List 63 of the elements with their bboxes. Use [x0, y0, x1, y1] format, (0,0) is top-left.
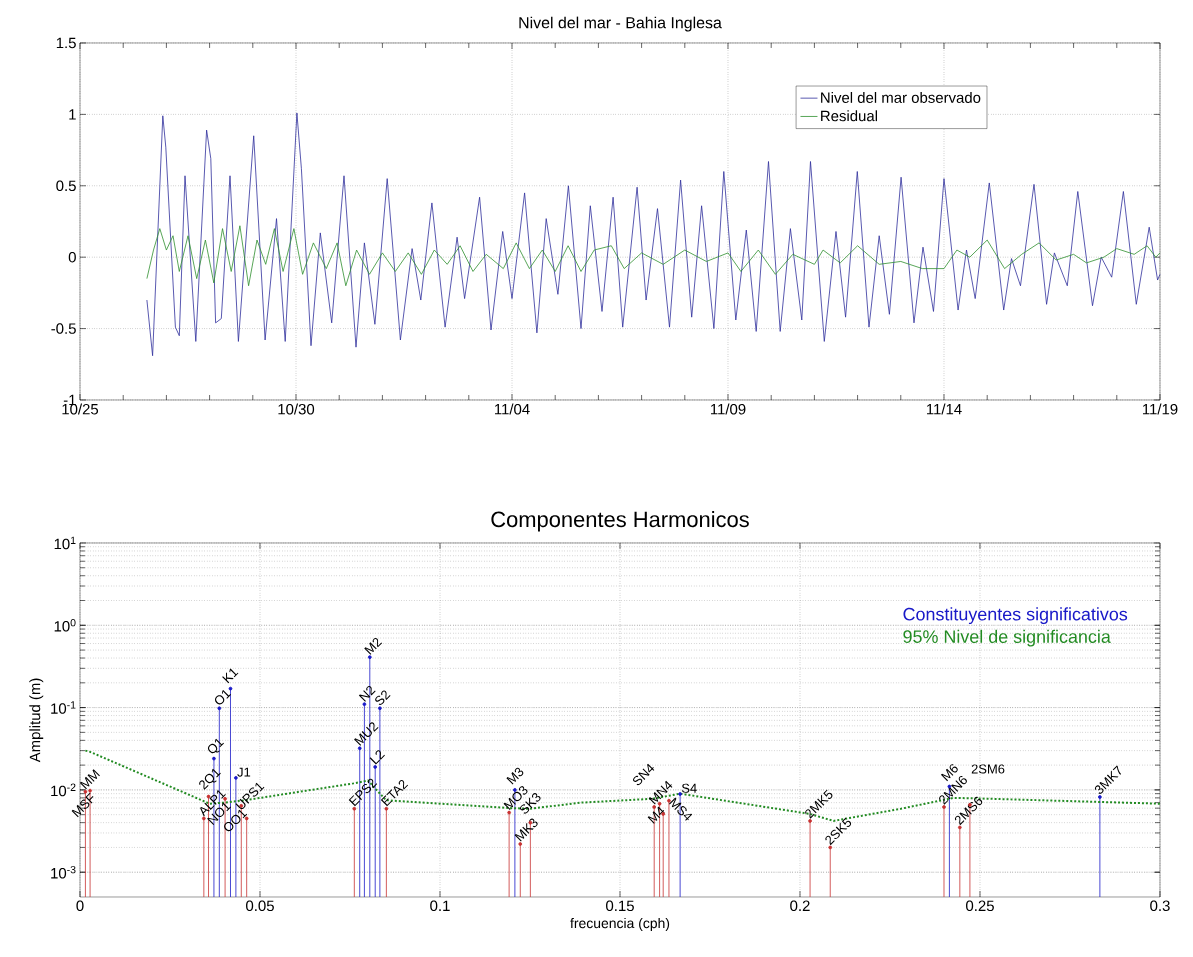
y-tick-label: 10$^{-1}$ — [51, 701, 76, 714]
annotation: MM — [79, 769, 100, 790]
x-tick-label: 0.15 — [606, 900, 634, 912]
point — [373, 765, 378, 769]
y-tick-label: 0.5 — [56, 180, 76, 192]
point — [357, 746, 362, 751]
point — [217, 706, 222, 711]
x-tick-label: 10/25 — [62, 403, 99, 415]
point — [828, 845, 833, 850]
x-tick-label: 0.2 — [790, 900, 810, 912]
x-tick-label: 11/19 — [1142, 403, 1178, 415]
x-tick-label: 0.1 — [430, 900, 450, 912]
annotation: Q1 — [207, 738, 224, 754]
x-tick-label: 0.25 — [966, 900, 994, 912]
y-tick-label: 1.5 — [56, 37, 76, 49]
point — [678, 792, 683, 796]
point — [808, 819, 812, 823]
x-axis-title: frecuencia (cph) — [570, 917, 670, 931]
annotation: M4 — [647, 806, 665, 824]
x-tick-label: 0.3 — [1150, 900, 1170, 912]
point — [518, 842, 523, 846]
legend-label: Nivel del mar observado — [821, 92, 981, 103]
annotation: S2 — [375, 690, 391, 706]
point — [1097, 795, 1102, 799]
y-tick-label: 10$^{-3}$ — [51, 865, 76, 879]
point — [233, 775, 238, 780]
point — [367, 655, 372, 660]
point — [507, 810, 512, 815]
y-tick-label: 10$^{1}$ — [54, 536, 76, 550]
point — [384, 806, 389, 811]
y-tick-label: 10$^{0}$ — [54, 618, 76, 632]
annotation: O1 — [214, 690, 232, 705]
point — [377, 706, 382, 711]
legend-label: Residual — [821, 110, 877, 122]
annotation: J1 — [237, 767, 251, 777]
point — [957, 825, 962, 830]
text: 95% Nivel de significancia — [903, 629, 1111, 647]
x-tick-label: 10/30 — [278, 403, 315, 415]
x-tick-label: 11/04 — [495, 403, 530, 415]
y-tick-label: 10$^{-2}$ — [51, 783, 76, 797]
y-tick-label: 0 — [68, 251, 76, 263]
chart-title: Componentes Harmonicos — [491, 511, 749, 532]
annotation: 2SM6 — [971, 764, 1005, 774]
x-tick-label: 11/14 — [926, 403, 962, 415]
point — [942, 805, 946, 809]
chart-title: Nivel del mar - Bahia Inglesa — [519, 16, 722, 32]
text: Constituyentes significativos — [903, 607, 1128, 625]
annotation: N2 — [358, 685, 376, 702]
y-tick-label: 1 — [69, 109, 76, 120]
x-tick-label: 0.05 — [246, 900, 274, 912]
annotation: L2 — [369, 750, 385, 765]
annotation: M2 — [364, 637, 383, 655]
y-tick-label: -0.5 — [51, 323, 76, 334]
point — [362, 702, 367, 707]
annotation: S4 — [681, 783, 697, 793]
point — [352, 806, 357, 811]
point — [212, 756, 216, 761]
annotation: K1 — [222, 668, 239, 684]
y-axis-title: Amplitud (m) — [29, 678, 44, 763]
x-tick-label: 0 — [76, 900, 84, 912]
x-tick-label: 11/09 — [710, 403, 746, 415]
annotation: 2Q1 — [199, 768, 221, 790]
annotation: M3 — [506, 767, 524, 785]
